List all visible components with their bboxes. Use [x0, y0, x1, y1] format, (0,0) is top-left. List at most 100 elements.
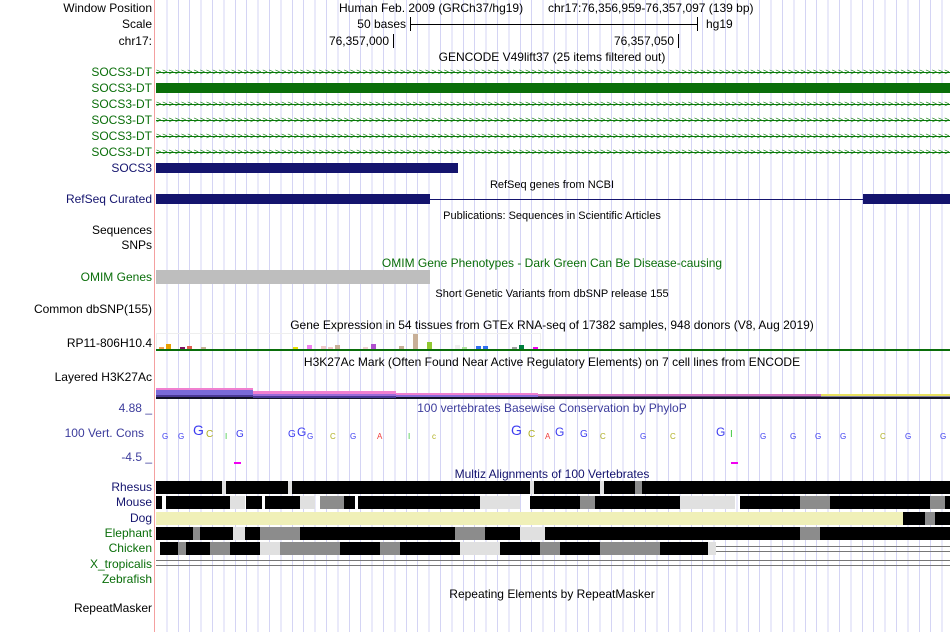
multiz-alignment-block[interactable]	[800, 496, 830, 510]
multiz-alignment-block[interactable]	[230, 542, 260, 556]
snps-label[interactable]: SNPs	[121, 238, 152, 252]
multiz-alignment-block[interactable]	[530, 481, 534, 494]
multiz-alignment-block[interactable]	[380, 542, 400, 556]
multiz-alignment-block[interactable]	[530, 496, 580, 510]
multiz-alignment-block[interactable]	[200, 526, 233, 540]
gtex-tissue-bar[interactable]	[426, 342, 432, 350]
multiz-alignment-block[interactable]	[540, 542, 560, 556]
multiz-alignment-block[interactable]	[186, 542, 210, 556]
refseq-exon-2[interactable]	[863, 194, 950, 204]
multiz-alignment-block[interactable]	[260, 526, 300, 540]
gtex-label[interactable]: RP11-806H10.4	[66, 336, 152, 350]
multiz-alignment-block[interactable]	[595, 496, 680, 510]
h3k27ac-label[interactable]: Layered H3K27Ac	[54, 370, 152, 384]
h3k27ac-signal-3[interactable]	[396, 393, 538, 399]
gtex-tissue-bar[interactable]	[363, 347, 369, 350]
multiz-alignment-block[interactable]	[265, 496, 300, 510]
multiz-alignment-block[interactable]	[156, 481, 222, 494]
multiz-alignment-block[interactable]	[160, 542, 178, 556]
multiz-alignment-block[interactable]	[680, 496, 735, 510]
gtex-tissue-bar[interactable]	[532, 347, 538, 350]
multiz-alignment-block[interactable]	[156, 496, 162, 510]
multiz-species-label[interactable]: Zebrafish	[101, 571, 152, 586]
multiz-alignment-block[interactable]	[708, 542, 716, 556]
socs3-dt-gene-bar[interactable]: >>>>>>>>>>>>>>>>>>>>>>>>>>>>>>>>>>>>>>>>…	[156, 99, 950, 109]
gtex-tissue-bar[interactable]	[328, 347, 334, 350]
socs3-gene-bar[interactable]	[156, 163, 458, 173]
h3k27ac-signal-4[interactable]	[538, 394, 821, 399]
multiz-alignment-block[interactable]	[280, 542, 340, 556]
multiz-alignment-block[interactable]	[935, 511, 950, 525]
gtex-tissue-bar[interactable]	[187, 346, 193, 350]
multiz-alignment-block[interactable]	[340, 526, 395, 540]
gtex-tissue-bar[interactable]	[483, 346, 489, 350]
multiz-alignment-block[interactable]	[230, 496, 245, 510]
gtex-tissue-bar[interactable]	[335, 344, 341, 350]
socs3-dt-label[interactable]: SOCS3-DT	[91, 113, 152, 127]
phylop-label[interactable]: 100 Vert. Cons	[64, 426, 144, 440]
gtex-tissue-bar[interactable]	[292, 347, 298, 350]
socs3-dt-gene-bar[interactable]: >>>>>>>>>>>>>>>>>>>>>>>>>>>>>>>>>>>>>>>>…	[156, 147, 950, 157]
socs3-label[interactable]: SOCS3	[111, 161, 152, 175]
multiz-alignment-block[interactable]	[560, 542, 600, 556]
multiz-alignment-block[interactable]	[455, 526, 485, 540]
omim-gene-bar[interactable]	[156, 270, 430, 284]
multiz-alignment-block[interactable]	[320, 496, 344, 510]
multiz-alignment-block[interactable]	[800, 526, 820, 540]
gtex-bar-chart[interactable]	[156, 333, 541, 350]
gtex-tissue-bar[interactable]	[462, 347, 468, 350]
multiz-alignment-block[interactable]	[485, 526, 520, 540]
multiz-alignment-block[interactable]	[460, 542, 500, 556]
multiz-alignment-block[interactable]	[340, 542, 380, 556]
multiz-alignment-block[interactable]	[288, 481, 292, 494]
multiz-alignment-block[interactable]	[740, 526, 800, 540]
multiz-alignment-block[interactable]	[945, 496, 950, 510]
multiz-alignment-block[interactable]	[222, 481, 226, 494]
gtex-tissue-bar[interactable]	[159, 347, 164, 350]
multiz-species-label[interactable]: Chicken	[108, 541, 152, 556]
multiz-species-label[interactable]: Rhesus	[111, 480, 152, 494]
multiz-alignment-block[interactable]	[344, 496, 355, 510]
multiz-alignment-block[interactable]	[178, 542, 186, 556]
multiz-alignment-block[interactable]	[260, 542, 280, 556]
multiz-alignment-block[interactable]	[400, 542, 460, 556]
h3k27ac-signal-5[interactable]	[821, 394, 950, 399]
multiz-alignment-block[interactable]	[600, 481, 604, 494]
omim-label[interactable]: OMIM Genes	[80, 270, 152, 284]
multiz-alignment-block[interactable]	[292, 481, 530, 494]
multiz-alignment-block[interactable]	[480, 496, 520, 510]
multiz-alignment-block[interactable]	[580, 496, 595, 510]
multiz-alignment-block[interactable]	[210, 542, 230, 556]
multiz-alignment-block[interactable]	[604, 481, 635, 494]
socs3-dt-gene-bar[interactable]	[156, 83, 950, 93]
multiz-alignment-block[interactable]	[300, 496, 315, 510]
multiz-alignment-block[interactable]	[300, 526, 340, 540]
multiz-alignment-block[interactable]	[740, 496, 800, 510]
multiz-alignment-block[interactable]	[534, 481, 600, 494]
refseq-intron[interactable]	[430, 199, 863, 200]
multiz-alignment-block[interactable]	[395, 526, 455, 540]
multiz-alignment-block[interactable]	[358, 496, 480, 510]
multiz-alignment-block[interactable]	[520, 526, 545, 540]
socs3-dt-gene-bar[interactable]: >>>>>>>>>>>>>>>>>>>>>>>>>>>>>>>>>>>>>>>>…	[156, 131, 950, 141]
multiz-alignment-block[interactable]	[245, 526, 260, 540]
gtex-tissue-bar[interactable]	[201, 347, 207, 350]
multiz-alignment-block[interactable]	[233, 526, 245, 540]
multiz-alignment-block[interactable]	[925, 511, 935, 525]
gtex-tissue-bar[interactable]	[455, 344, 461, 350]
multiz-alignment-block[interactable]	[690, 526, 740, 540]
multiz-alignment-block[interactable]	[545, 526, 650, 540]
multiz-alignment-block[interactable]	[600, 542, 660, 556]
multiz-alignment-block[interactable]	[642, 481, 950, 494]
multiz-alignment-block[interactable]	[166, 496, 230, 510]
multiz-alignment-block[interactable]	[156, 511, 903, 525]
socs3-dt-gene-bar[interactable]: >>>>>>>>>>>>>>>>>>>>>>>>>>>>>>>>>>>>>>>>…	[156, 115, 950, 125]
multiz-alignment-block[interactable]	[226, 481, 288, 494]
gtex-tissue-bar[interactable]	[370, 343, 376, 350]
gtex-tissue-bar[interactable]	[518, 344, 524, 350]
socs3-dt-label[interactable]: SOCS3-DT	[91, 145, 152, 159]
dbsnp-label[interactable]: Common dbSNP(155)	[33, 302, 152, 316]
multiz-alignment-block[interactable]	[930, 496, 945, 510]
gtex-tissue-bar[interactable]	[476, 346, 482, 350]
